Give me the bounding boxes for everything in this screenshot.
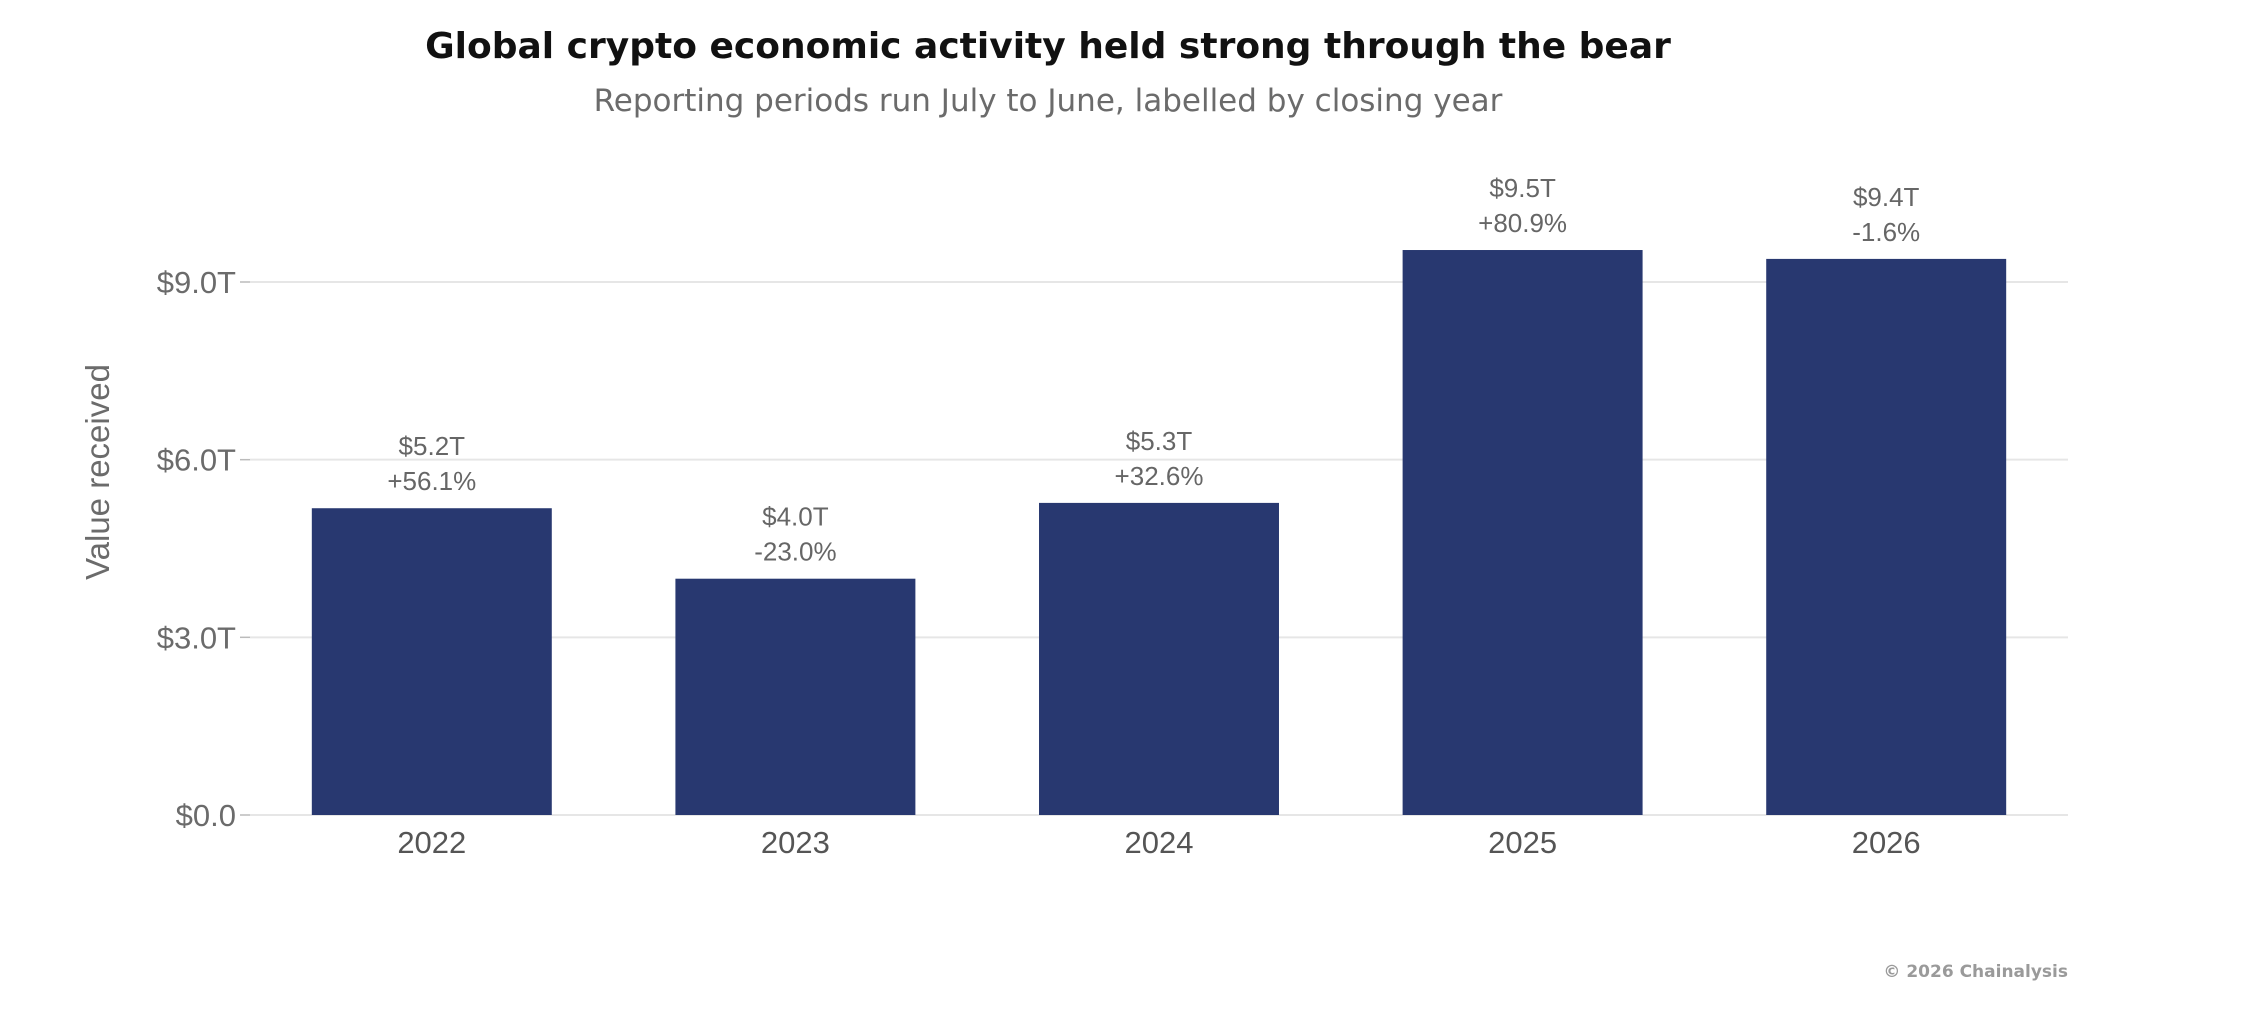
value-label: $4.0T: [762, 502, 829, 532]
x-tick-label: 2025: [1488, 825, 1557, 860]
change-label: +56.1%: [387, 466, 476, 496]
value-label: $9.5T: [1489, 173, 1556, 203]
chart-subtitle: Reporting periods run July to June, labe…: [594, 83, 1503, 119]
value-label: $5.2T: [399, 431, 466, 461]
value-label: $5.3T: [1126, 426, 1193, 456]
y-tick-label: $6.0T: [157, 443, 236, 478]
bar-2023: [675, 578, 916, 815]
x-tick-label: 2022: [397, 825, 466, 860]
value-label: $9.4T: [1853, 182, 1920, 212]
y-tick-label: $3.0T: [157, 620, 236, 655]
bar-2024: [1039, 502, 1279, 815]
y-tick-label: $0.0: [176, 798, 236, 833]
bar-2026: [1766, 258, 2007, 815]
x-tick-label: 2026: [1852, 825, 1921, 860]
change-label: +32.6%: [1115, 461, 1204, 491]
x-tick-label: 2023: [761, 825, 830, 860]
chart-title: Global crypto economic activity held str…: [425, 26, 1671, 67]
copyright-credit: © 2026 Chainalysis: [1883, 962, 2068, 982]
data-labels: $5.2T +56.1% $4.0T -23.0% $5.3T +32.6% $9.5T +8…: [387, 173, 1920, 567]
x-axis-ticks: 2022 2023 2024 2025 2026: [397, 825, 1920, 860]
x-tick-label: 2024: [1125, 825, 1194, 860]
change-label: +80.9%: [1478, 208, 1567, 238]
y-axis-ticks: $0.0 $3.0T $6.0T $9.0T: [157, 265, 250, 833]
change-label: -1.6%: [1852, 217, 1920, 247]
bar-2022: [311, 508, 552, 815]
y-tick-label: $9.0T: [157, 265, 236, 300]
change-label: -23.0%: [754, 537, 836, 567]
bar-2025: [1402, 250, 1643, 815]
y-axis-label: Value received: [79, 364, 116, 580]
bars: [311, 250, 2007, 815]
